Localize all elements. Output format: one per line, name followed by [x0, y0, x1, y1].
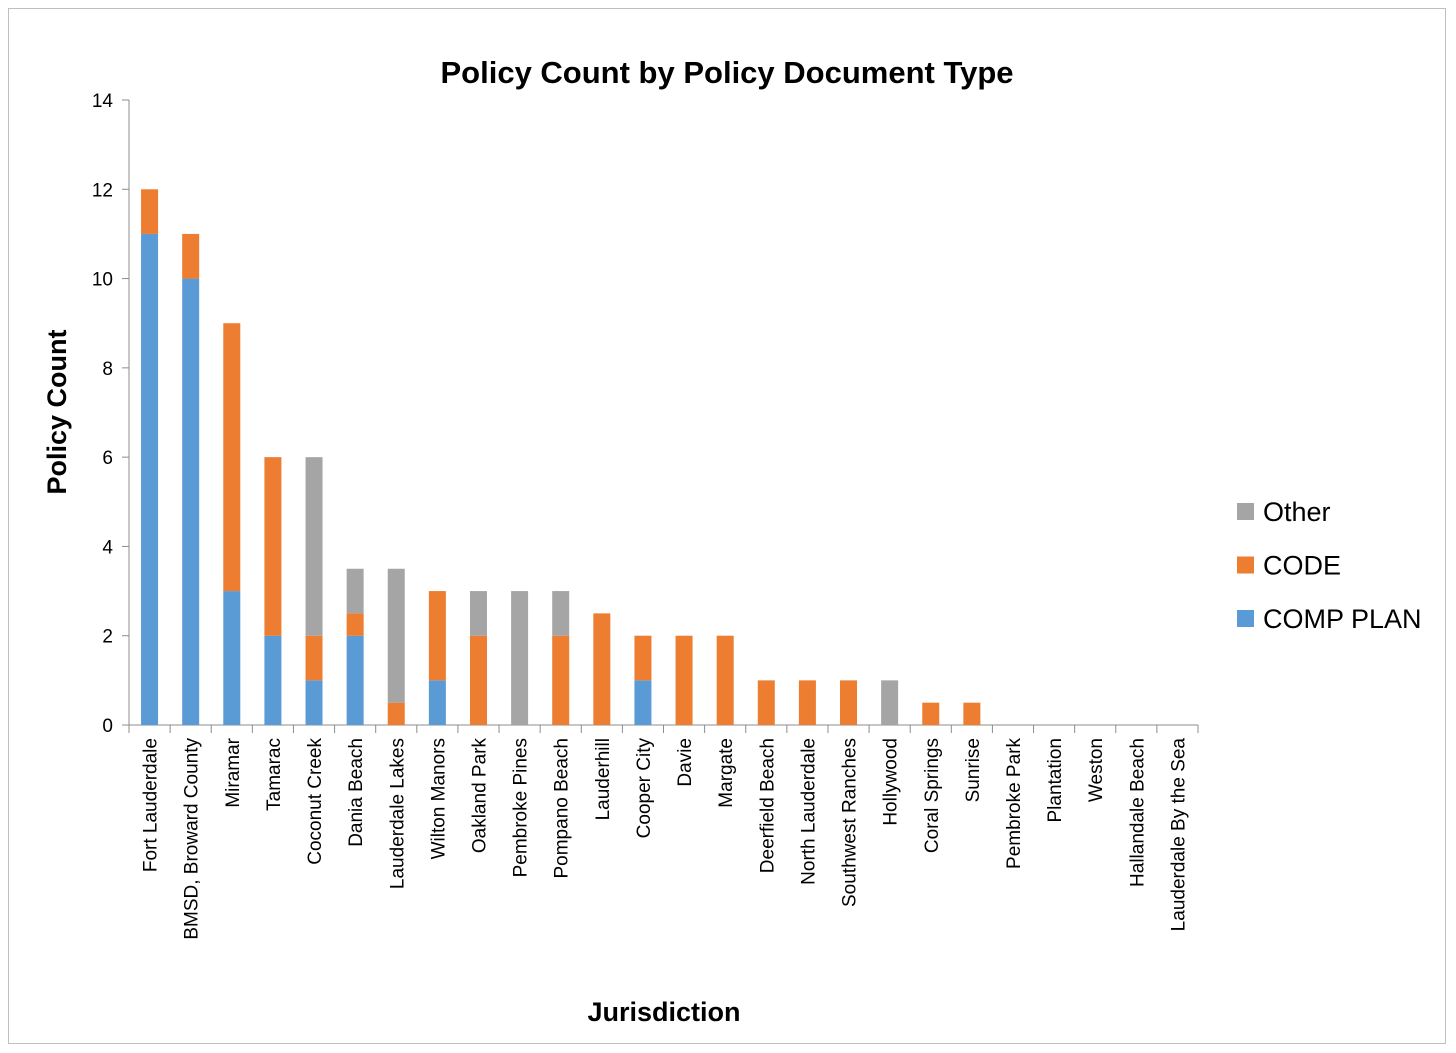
bar-segment-code: [798, 680, 816, 725]
bar-segment-comp-plan: [141, 233, 159, 725]
bar-segment-comp-plan: [305, 680, 323, 725]
legend: Other CODE COMP PLAN: [1237, 497, 1422, 634]
bars-group: [141, 189, 981, 725]
x-axis-title: Jurisdiction: [587, 997, 740, 1027]
bar-segment-code: [346, 613, 364, 636]
y-tick-label: 14: [92, 91, 114, 112]
y-tick-label: 10: [92, 270, 113, 291]
bar-segment-code: [264, 457, 282, 636]
bar-segment-comp-plan: [428, 680, 446, 725]
bar-segment-comp-plan: [634, 680, 652, 725]
bar-segment-code: [716, 635, 734, 725]
x-tick-label: Coconut Creek: [305, 738, 326, 865]
bar-segment-code: [141, 189, 159, 234]
x-tick-label: Dania Beach: [346, 738, 367, 847]
bar-segment-other: [552, 591, 570, 636]
bar-segment-code: [428, 591, 446, 681]
x-tick-label: Cooper City: [634, 738, 655, 839]
x-tick-label: Sunrise: [963, 738, 984, 802]
bar-segment-code: [922, 702, 940, 725]
bar-segment-other: [387, 568, 405, 703]
y-tick-label: 0: [102, 716, 113, 737]
x-tick-label: Weston: [1086, 738, 1107, 802]
legend-swatch: [1237, 503, 1254, 520]
bar-segment-code: [223, 323, 241, 592]
y-tick-label: 2: [102, 627, 113, 648]
y-axis: 0 2 4 6 8 10 12 14: [92, 91, 130, 737]
bar-segment-other: [511, 591, 529, 725]
y-tick-label: 8: [102, 359, 113, 380]
bar-segment-code: [182, 233, 200, 279]
x-tick-label: Pompano Beach: [552, 738, 573, 879]
bar-segment-comp-plan: [223, 591, 241, 725]
x-tick-label: Coral Springs: [922, 738, 943, 853]
chart-title: Policy Count by Policy Document Type: [440, 55, 1013, 90]
bar-segment-code: [552, 635, 570, 725]
x-tick-label: Deerfield Beach: [757, 738, 778, 873]
x-axis: Fort Lauderdale BMSD, Broward County Miram…: [128, 724, 1199, 940]
x-tick-label: Lauderdale Lakes: [387, 738, 408, 889]
legend-swatch: [1237, 610, 1254, 627]
x-tick-label: Pembroke Park: [1004, 738, 1025, 869]
legend-label: CODE: [1263, 551, 1341, 581]
x-tick-label: Plantation: [1045, 738, 1066, 823]
x-tick-label: North Lauderdale: [798, 738, 819, 885]
bar-segment-other: [305, 457, 323, 636]
x-tick-label: Miramar: [223, 737, 244, 807]
bar-segment-code: [387, 702, 405, 725]
y-axis-title: Policy Count: [42, 329, 72, 494]
legend-swatch: [1237, 556, 1254, 574]
x-tick-label: Wilton Manors: [428, 738, 449, 859]
x-tick-label: Davie: [675, 738, 696, 787]
bar-segment-code: [634, 635, 652, 681]
x-tick-label: Lauderdale By the Sea: [1168, 738, 1189, 932]
x-tick-label: Pembroke Pines: [511, 738, 532, 877]
bar-segment-other: [881, 680, 899, 725]
x-tick-label: Margate: [716, 738, 737, 808]
bar-segment-code: [593, 613, 611, 725]
y-tick-label: 4: [102, 537, 113, 558]
x-tick-label: Oakland Park: [469, 738, 490, 854]
chart-frame: [8, 8, 1446, 1044]
bar-segment-code: [305, 635, 323, 681]
x-tick-label: Fort Lauderdale: [141, 738, 162, 872]
bar-segment-code: [757, 680, 775, 725]
x-tick-label: Tamarac: [264, 738, 285, 811]
bar-segment-code: [675, 635, 693, 725]
bar-segment-other: [469, 591, 487, 636]
bar-segment-code: [840, 680, 858, 725]
y-tick-label: 6: [102, 448, 113, 469]
x-tick-label: Hallandale Beach: [1127, 738, 1148, 887]
legend-label: COMP PLAN: [1263, 604, 1422, 634]
bar-segment-other: [346, 568, 364, 614]
bar-segment-code: [963, 702, 981, 725]
x-tick-label: Hollywood: [881, 738, 902, 826]
x-tick-label: Southwest Ranches: [840, 738, 861, 907]
bar-segment-comp-plan: [264, 635, 282, 725]
bar-segment-comp-plan: [346, 635, 364, 725]
x-tick-label: BMSD, Broward County: [182, 738, 203, 940]
x-tick-label: Lauderhill: [593, 738, 614, 820]
bar-segment-code: [469, 635, 487, 725]
bar-segment-comp-plan: [182, 278, 200, 725]
y-tick-label: 12: [92, 180, 113, 201]
legend-label: Other: [1263, 497, 1331, 527]
